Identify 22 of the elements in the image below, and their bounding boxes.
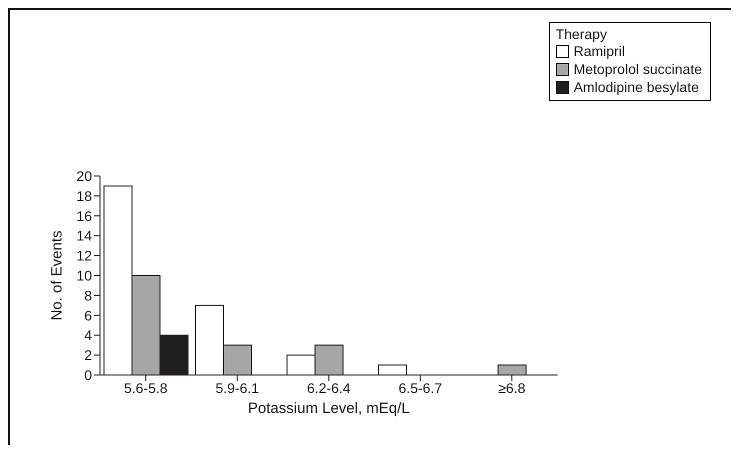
- y-tick-label: 4: [84, 327, 92, 344]
- legend-label: Amlodipine besylate: [574, 78, 699, 96]
- legend-title: Therapy: [556, 26, 608, 42]
- x-tick-label: 5.6-5.8: [124, 380, 168, 396]
- x-axis-title: Potassium Level, mEq/L: [248, 400, 410, 417]
- x-tick-label: 6.2-6.4: [307, 380, 351, 396]
- y-tick-label: 2: [84, 347, 92, 364]
- x-tick-label: 6.5-6.7: [398, 380, 442, 396]
- y-tick-label: 10: [76, 267, 92, 284]
- y-tick-label: 0: [84, 366, 92, 383]
- x-tick-label: 5.9-6.1: [215, 380, 260, 396]
- y-tick-label: 18: [76, 188, 92, 204]
- y-axis-title: No. of Events: [48, 230, 66, 321]
- y-tick-label: 16: [76, 208, 92, 224]
- y-tick-label: 20: [76, 168, 92, 184]
- y-tick-label: 14: [76, 228, 92, 244]
- legend-label: Metoprolol succinate: [574, 60, 702, 78]
- y-tick-label: 6: [84, 307, 92, 324]
- legend-label: Ramipril: [574, 42, 625, 60]
- y-tick-label: 12: [76, 248, 92, 264]
- y-tick-label: 8: [84, 287, 92, 304]
- x-tick-label: ≥6.8: [498, 380, 526, 396]
